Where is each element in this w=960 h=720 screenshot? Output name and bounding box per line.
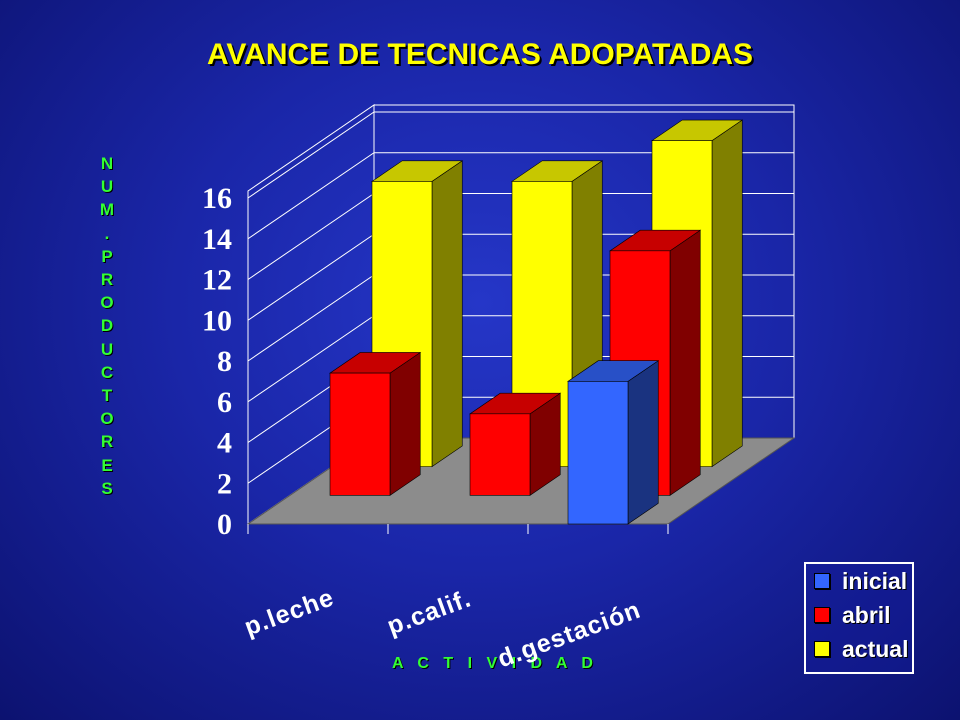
bar-abril-p.leche xyxy=(329,351,422,496)
bar-actual-p.leche xyxy=(371,160,464,468)
x-axis-label: A C T I V I D A D xyxy=(392,655,598,672)
y-tick-label-16: 16 xyxy=(202,182,232,215)
chart-title: AVANCE DE TECNICAS ADOPATADAS xyxy=(206,38,754,71)
y-tick-label-8: 8 xyxy=(217,345,232,378)
y-tick-label-10: 10 xyxy=(202,304,232,337)
legend: inicial abril actual xyxy=(804,562,914,674)
bar-abril-p.calif. xyxy=(469,392,562,496)
y-tick-label-12: 12 xyxy=(202,264,232,297)
legend-label-abril: abril xyxy=(842,601,891,628)
y-tick-label-4: 4 xyxy=(217,427,232,460)
legend-label-actual: actual xyxy=(842,635,909,662)
legend-item-actual: actual xyxy=(806,632,912,666)
x-tick-label-1: p.calif. xyxy=(384,584,476,640)
legend-swatch-actual xyxy=(814,641,830,657)
legend-item-inicial: inicial xyxy=(806,564,912,598)
legend-label-inicial: inicial xyxy=(842,567,908,594)
x-tick-label-2: d.gestación xyxy=(494,596,644,674)
x-tick-label-0: p.leche xyxy=(241,583,338,641)
y-tick-label-2: 2 xyxy=(217,467,232,500)
gridline-16 xyxy=(247,111,794,199)
legend-swatch-abril xyxy=(814,607,830,623)
bar-inicial-d.gestación xyxy=(567,360,660,525)
y-tick-label-14: 14 xyxy=(202,223,232,256)
y-tick-label-0: 0 xyxy=(217,508,232,541)
y-axis-label: N U M . P R O D U C T O R E S xyxy=(99,154,115,498)
y-tick-label-6: 6 xyxy=(217,386,232,419)
legend-item-abril: abril xyxy=(806,598,912,632)
legend-swatch-inicial xyxy=(814,573,830,589)
